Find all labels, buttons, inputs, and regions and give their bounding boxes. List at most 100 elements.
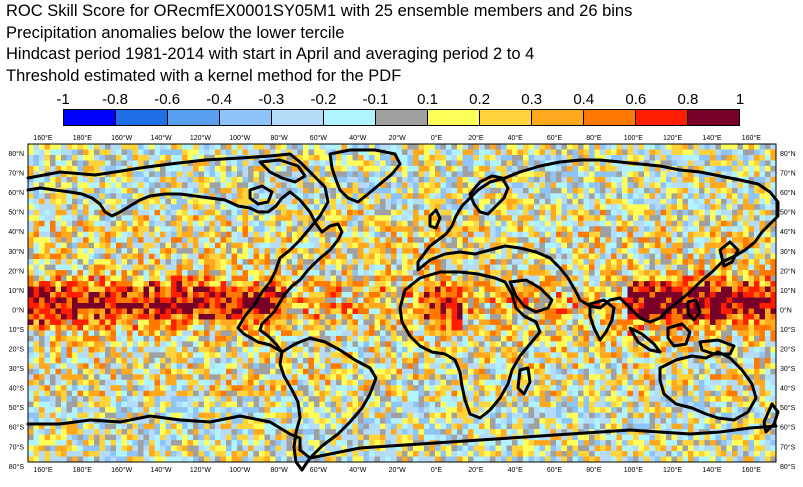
coastline-north-america xyxy=(26,152,344,354)
lon-label: 180°E xyxy=(73,134,92,142)
colorbar-tick-label: 0.8 xyxy=(677,91,699,108)
lat-label: 80°N xyxy=(780,150,796,158)
coastline-greenland xyxy=(328,148,402,204)
lon-label: 100°E xyxy=(624,466,643,474)
colorbar-segment xyxy=(584,110,636,125)
coastline-british-isles xyxy=(428,208,442,230)
coastline-africa xyxy=(398,270,542,420)
coastline-madagascar xyxy=(516,366,532,396)
lat-label: 50°S xyxy=(780,404,796,412)
lat-label: 80°S xyxy=(780,463,796,471)
coastline-japan xyxy=(718,240,740,268)
coastline-new-zealand xyxy=(762,402,780,434)
lon-label: 60°W xyxy=(310,134,328,142)
lon-label: 80°E xyxy=(586,134,602,142)
lon-label: 140°W xyxy=(151,134,172,142)
lon-label: 160°W xyxy=(111,466,132,474)
lat-label: 40°N xyxy=(780,228,796,236)
lon-label: 160°E xyxy=(742,466,761,474)
lon-labels-bottom: 160°E 180°E 160°W 140°W 120°W 100°W 80°W 60°W 40… xyxy=(33,466,761,474)
colorbar-tick-label: -0.1 xyxy=(362,91,389,108)
lat-label: 0°N xyxy=(780,306,792,314)
colorbar-tick-label: -0.6 xyxy=(154,91,181,108)
lat-label: 20°N xyxy=(8,267,24,275)
lat-label: 70°N xyxy=(780,170,796,178)
colorbar-segment xyxy=(168,110,220,125)
lat-label: 20°S xyxy=(780,346,796,354)
lon-label: 40°E xyxy=(508,466,524,474)
colorbar-tick-label: 0.1 xyxy=(417,91,438,108)
lat-label: 30°S xyxy=(780,365,796,373)
lat-label: 20°S xyxy=(9,346,25,354)
lat-label: 60°N xyxy=(8,189,24,197)
colorbar-segment xyxy=(688,110,739,125)
colorbar-segment xyxy=(220,110,272,125)
coastline-new-guinea xyxy=(698,338,736,356)
lon-label: 160°E xyxy=(33,134,52,142)
colorbar-segment xyxy=(428,110,480,125)
lon-label: 60°E xyxy=(547,466,563,474)
coastline-arabia xyxy=(508,278,554,314)
colorbar-segment xyxy=(636,110,688,125)
map-frame xyxy=(27,143,777,463)
lat-label: 50°N xyxy=(8,209,24,217)
lon-label: 60°E xyxy=(547,134,563,142)
lon-label: 140°W xyxy=(151,466,172,474)
lon-label: 20°E xyxy=(468,134,484,142)
coastline-philippines xyxy=(686,298,702,322)
colorbar-tick-label: 0.2 xyxy=(469,91,491,108)
lat-label: 70°S xyxy=(9,443,25,451)
lat-label: 10°S xyxy=(780,326,796,334)
lat-label: 70°S xyxy=(780,443,796,451)
lon-label: 20°W xyxy=(389,134,407,142)
lon-label: 80°W xyxy=(270,466,288,474)
lat-label: 30°N xyxy=(8,248,24,256)
lat-label: 40°S xyxy=(9,385,25,393)
colorbar-segment xyxy=(64,110,116,125)
lon-labels-top: 160°E 180°E 160°W 140°W 120°W 100°W 80°W 60°W 40… xyxy=(33,134,761,142)
colorbar-tick-label: -0.4 xyxy=(206,91,233,108)
lon-label: 180°E xyxy=(73,466,92,474)
colorbar-segment xyxy=(324,110,376,125)
skill-grid xyxy=(28,144,777,463)
colorbar-tick-label: -0.8 xyxy=(102,91,128,108)
lat-label: 70°N xyxy=(8,170,24,178)
lon-label: 60°W xyxy=(310,466,328,474)
lon-label: 100°W xyxy=(229,466,250,474)
coastline-arctic-islands xyxy=(258,158,307,184)
colorbar-segment xyxy=(532,110,584,125)
title-line-3: Hindcast period 1981-2014 with start in … xyxy=(6,45,535,64)
lat-label: 30°N xyxy=(780,248,796,256)
colorbar-tick-label: 0.6 xyxy=(625,91,647,108)
lon-label: 0°E xyxy=(431,134,443,142)
lon-label: 120°E xyxy=(663,466,682,474)
coastline-sumatra xyxy=(628,326,662,354)
title-line-1: ROC Skill Score for ORecmfEX0001SY05M1 w… xyxy=(6,2,633,20)
lon-label: 120°W xyxy=(190,466,211,474)
lat-labels-left: 80°N 70°N 60°N 50°N 40°N 30°N 20°N 10°N 0°N 10°S 2… xyxy=(8,150,24,471)
lon-label: 40°W xyxy=(349,466,367,474)
lon-label: 80°E xyxy=(586,466,602,474)
colorbar-tick-label: 0.4 xyxy=(573,91,595,108)
lon-label: 80°W xyxy=(270,134,288,142)
lon-label: 140°E xyxy=(702,466,721,474)
lat-labels-right: 80°N 70°N 60°N 50°N 40°N 30°N 20°N 10°N 0°N 10°S 2… xyxy=(780,150,796,471)
title-block: ROC Skill Score for ORecmfEX0001SY05M1 w… xyxy=(6,1,632,87)
lon-label: 100°E xyxy=(624,134,643,142)
coastlines xyxy=(26,148,780,472)
colorbar-tick-label: 1 xyxy=(735,91,745,108)
lon-label: 0°E xyxy=(431,466,443,474)
lon-label: 40°W xyxy=(349,134,367,142)
coastline-india xyxy=(588,298,616,342)
lat-label: 80°N xyxy=(8,150,24,158)
coastline-borneo xyxy=(666,322,692,348)
coastline-australia xyxy=(658,350,758,422)
coastline-south-america xyxy=(278,336,378,472)
lat-label: 40°N xyxy=(8,228,24,236)
lon-label: 40°E xyxy=(508,134,524,142)
lat-label: 10°S xyxy=(9,326,25,334)
title-line-4: Threshold estimated with a kernel method… xyxy=(6,66,402,85)
lon-label: 160°E xyxy=(742,134,761,142)
lat-label: 50°N xyxy=(780,209,796,217)
lon-label: 20°E xyxy=(468,466,484,474)
